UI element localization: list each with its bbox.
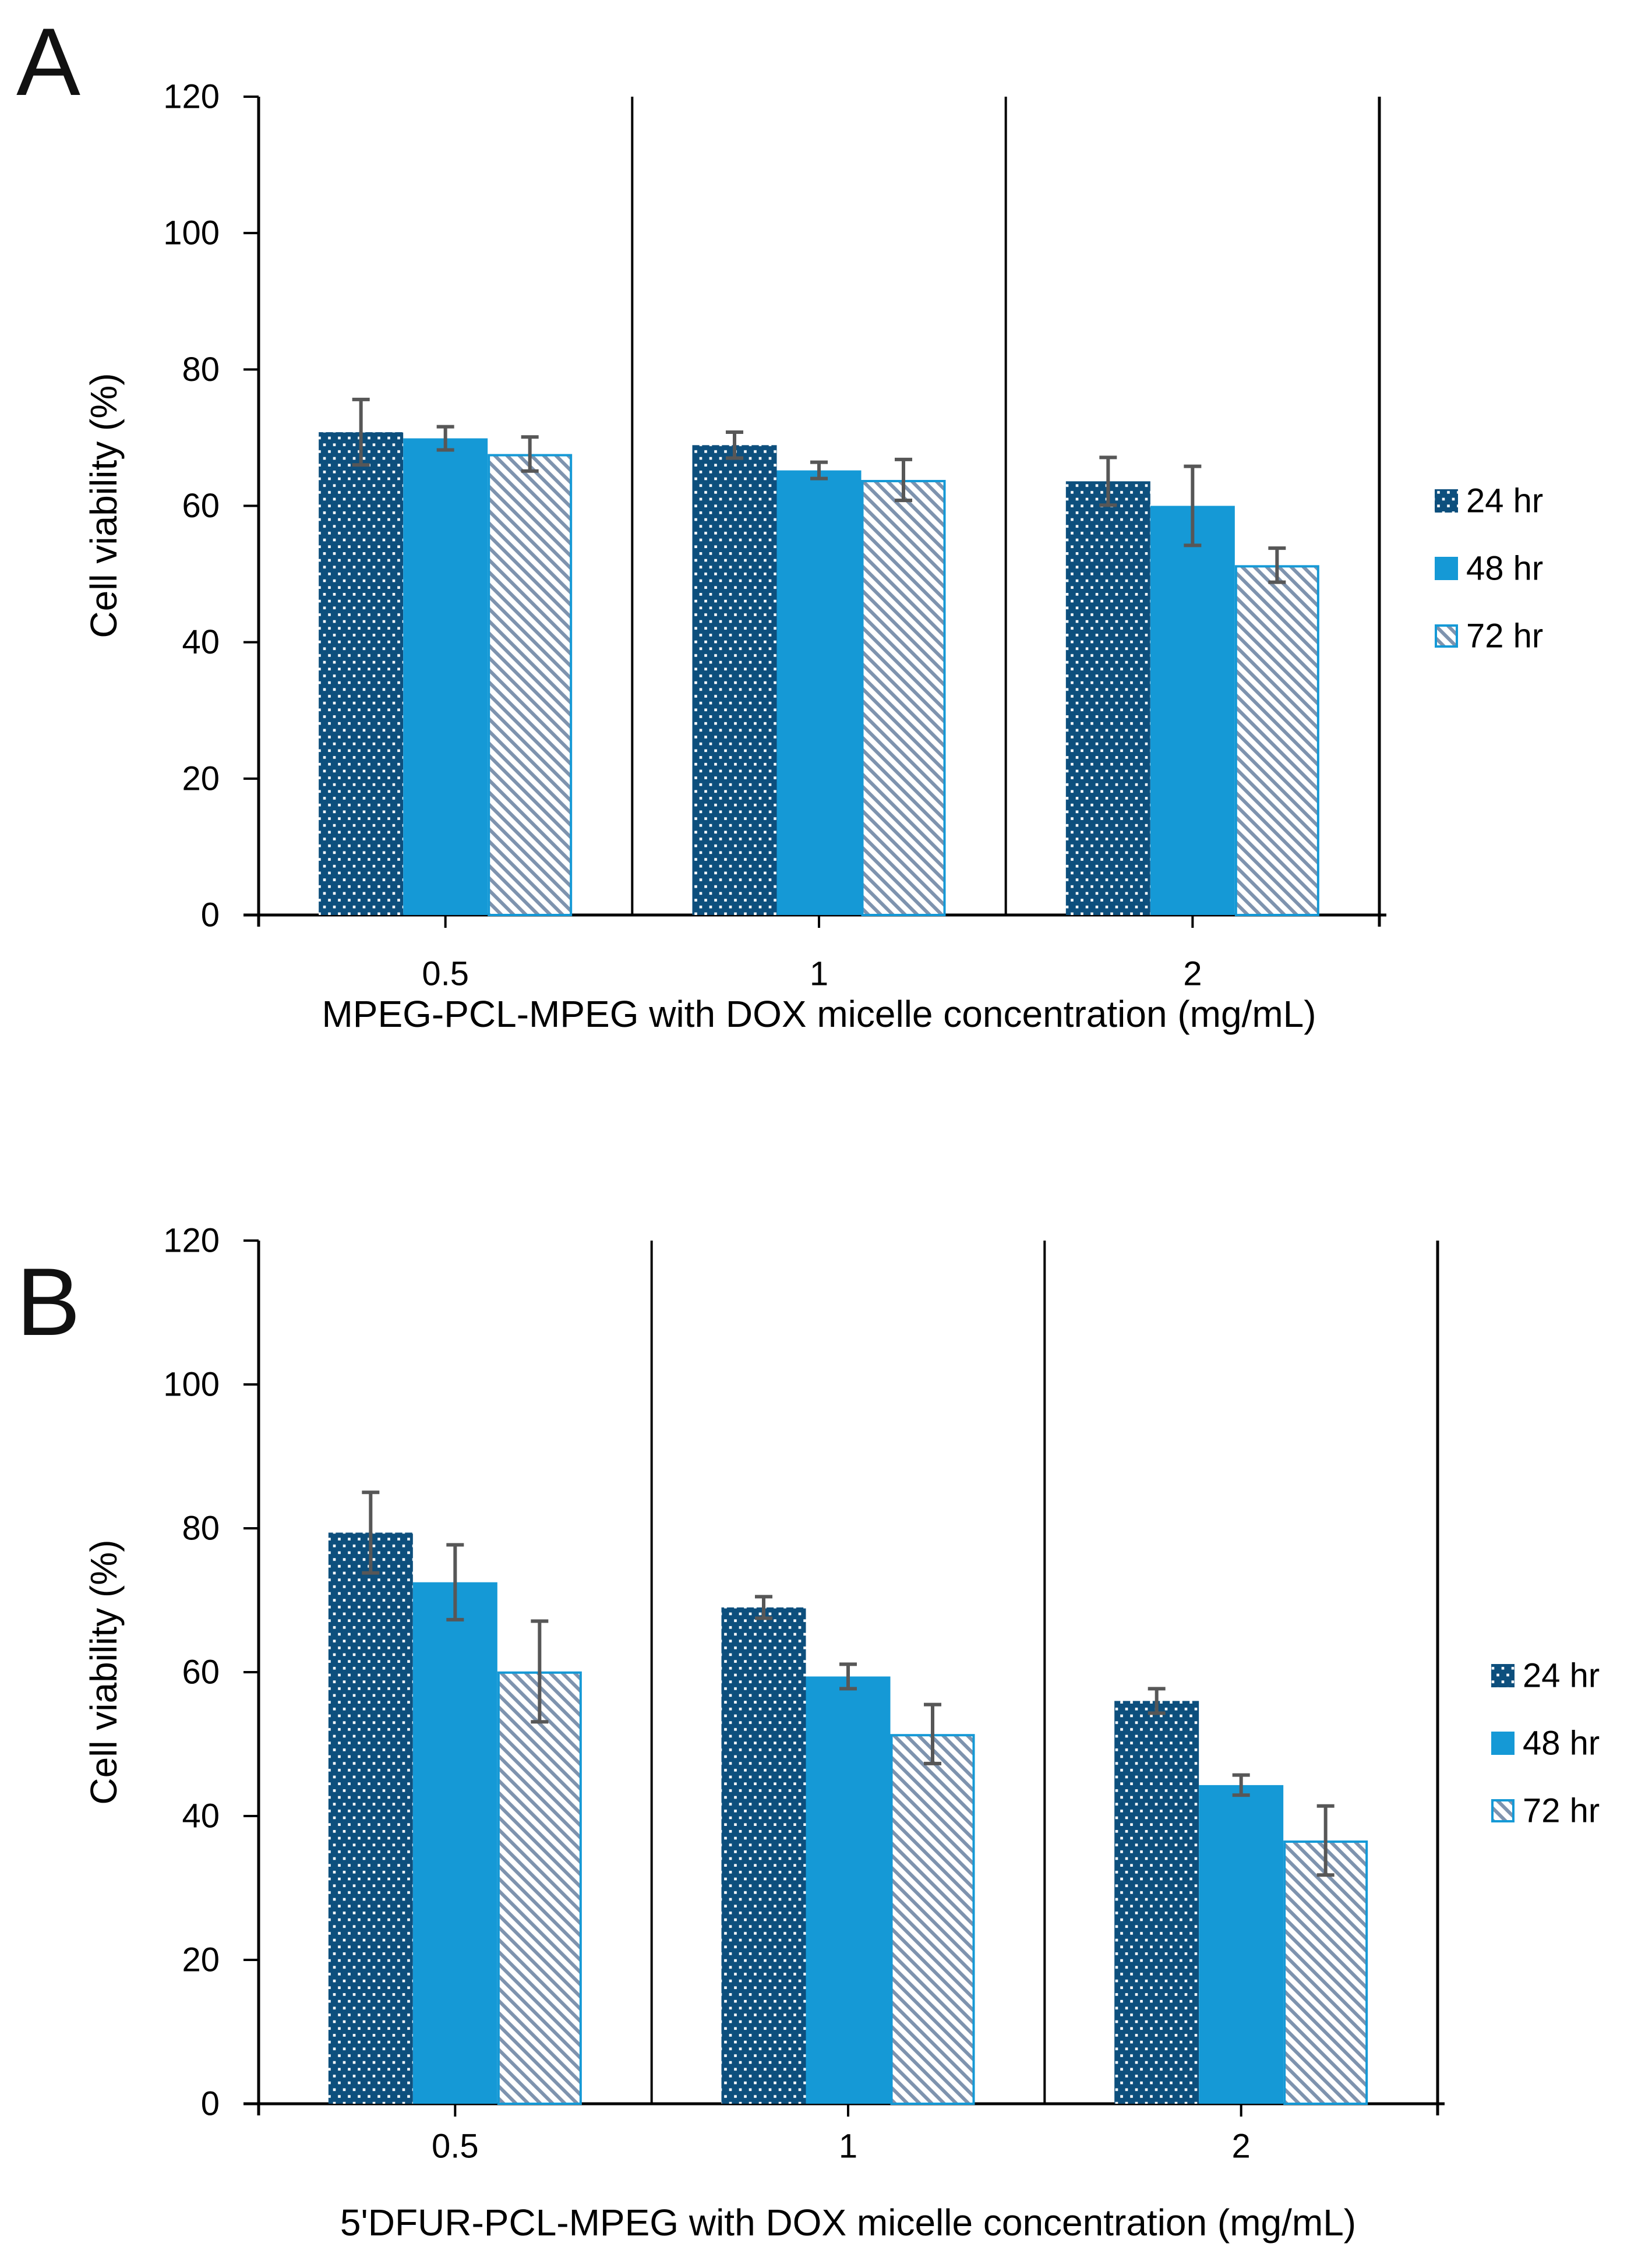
- bar-24hr: [1114, 1701, 1199, 2104]
- bar-72hr: [497, 1671, 582, 2105]
- y-tick-label: 40: [182, 623, 220, 661]
- bar-24hr: [1065, 481, 1150, 915]
- legend-label: 72 hr: [1523, 1792, 1600, 1830]
- category-label: 1: [839, 2128, 857, 2165]
- bar-72hr: [861, 480, 946, 916]
- y-axis-title-B: Cell viability (%): [83, 1539, 125, 1804]
- y-tick-label: 20: [182, 759, 220, 797]
- category-label: 2: [1183, 955, 1202, 993]
- error-bar: [810, 460, 828, 481]
- y-tick-label: 120: [163, 1222, 220, 1260]
- error-bar: [1232, 1773, 1250, 1797]
- panel-letter-A: A: [16, 8, 80, 115]
- y-tick-label: 80: [182, 351, 220, 388]
- bar-48hr: [1150, 506, 1235, 915]
- y-axis-title-A: Cell viability (%): [83, 373, 125, 638]
- legend-label: 72 hr: [1466, 617, 1543, 655]
- error-bar: [895, 457, 912, 503]
- legend-B: 24 hr 48 hr 72 hr: [1491, 1657, 1600, 1830]
- bar-48hr: [806, 1676, 891, 2104]
- y-tick-label: 0: [201, 2085, 220, 2123]
- y-tick-label: 0: [201, 896, 220, 934]
- bar-48hr: [776, 470, 862, 915]
- bar-24hr: [721, 1607, 806, 2104]
- panel-B: B Cell viability (%) 0 20 40 60 80 100 120 0.5 1…: [16, 1222, 1600, 2244]
- bar-72hr: [890, 1734, 975, 2105]
- legend-A: 24 hr 48 hr 72 hr: [1435, 482, 1543, 655]
- error-bar: [352, 397, 370, 467]
- bar-72hr: [1283, 1840, 1368, 2105]
- x-axis-title-A: MPEG-PCL-MPEG with DOX micelle concentra…: [322, 993, 1316, 1035]
- legend-label: 24 hr: [1466, 482, 1543, 520]
- legend-item: 48 hr: [1491, 1725, 1600, 1762]
- legend-label: 48 hr: [1466, 550, 1543, 588]
- panel-A: A Cell viability (%) 0 20 40 60 80 100 120 0.5 1…: [16, 8, 1543, 1035]
- y-tick-label: 80: [182, 1510, 220, 1548]
- y-tick-label: 20: [182, 1941, 220, 1979]
- category-label: 0.5: [422, 955, 469, 993]
- y-tick-label: 60: [182, 1654, 220, 1691]
- y-tick-label: 120: [163, 78, 220, 116]
- x-axis-title-B: 5'DFUR-PCL-MPEG with DOX micelle concent…: [340, 2202, 1356, 2244]
- error-bar: [362, 1490, 380, 1575]
- category-label: 1: [810, 955, 828, 993]
- error-bar: [1099, 455, 1117, 507]
- legend-swatch-24hr: [1491, 1664, 1515, 1687]
- plot-area-A: 0 20 40 60 80 100 120 0.5 1 2: [163, 78, 1386, 993]
- legend-swatch-72hr: [1435, 624, 1458, 648]
- error-bar: [521, 435, 539, 473]
- error-bar: [839, 1662, 857, 1691]
- y-tick-label: 100: [163, 214, 220, 252]
- y-tick-label: 100: [163, 1366, 220, 1404]
- bar-24hr: [692, 445, 777, 915]
- legend-swatch-24hr: [1435, 489, 1458, 513]
- legend-label: 24 hr: [1523, 1657, 1600, 1695]
- error-bar: [446, 1543, 464, 1621]
- category-label: 0.5: [432, 2128, 479, 2165]
- bar-48hr: [403, 438, 488, 915]
- error-bar: [531, 1619, 549, 1724]
- legend-item: 72 hr: [1491, 1792, 1600, 1830]
- error-bar: [924, 1702, 941, 1765]
- y-tick-label: 60: [182, 487, 220, 525]
- legend-item: 24 hr: [1491, 1657, 1600, 1695]
- error-bar: [1268, 546, 1286, 584]
- legend-swatch-72hr: [1491, 1799, 1515, 1822]
- bar-72hr: [488, 454, 573, 916]
- bar-24hr: [328, 1532, 413, 2104]
- category-label: 2: [1232, 2128, 1251, 2165]
- error-bar: [726, 430, 743, 460]
- panel-letter-B: B: [16, 1248, 80, 1355]
- legend-swatch-48hr: [1435, 557, 1458, 580]
- bar-72hr: [1234, 565, 1319, 916]
- plot-area-B: 0 20 40 60 80 100 120 0.5 1 2: [163, 1222, 1445, 2165]
- error-bar: [755, 1595, 772, 1620]
- bar-48hr: [412, 1582, 497, 2104]
- bar-24hr: [319, 432, 404, 915]
- bar-48hr: [1199, 1785, 1284, 2104]
- legend-item: 72 hr: [1435, 617, 1543, 655]
- error-bar: [1316, 1804, 1335, 1877]
- legend-label: 48 hr: [1523, 1725, 1600, 1762]
- legend-item: 24 hr: [1435, 482, 1543, 520]
- error-bar: [436, 425, 454, 452]
- legend-swatch-48hr: [1491, 1732, 1515, 1755]
- y-tick-label: 40: [182, 1797, 220, 1835]
- error-bar: [1148, 1687, 1166, 1715]
- error-bar: [1184, 464, 1202, 547]
- legend-item: 48 hr: [1435, 550, 1543, 588]
